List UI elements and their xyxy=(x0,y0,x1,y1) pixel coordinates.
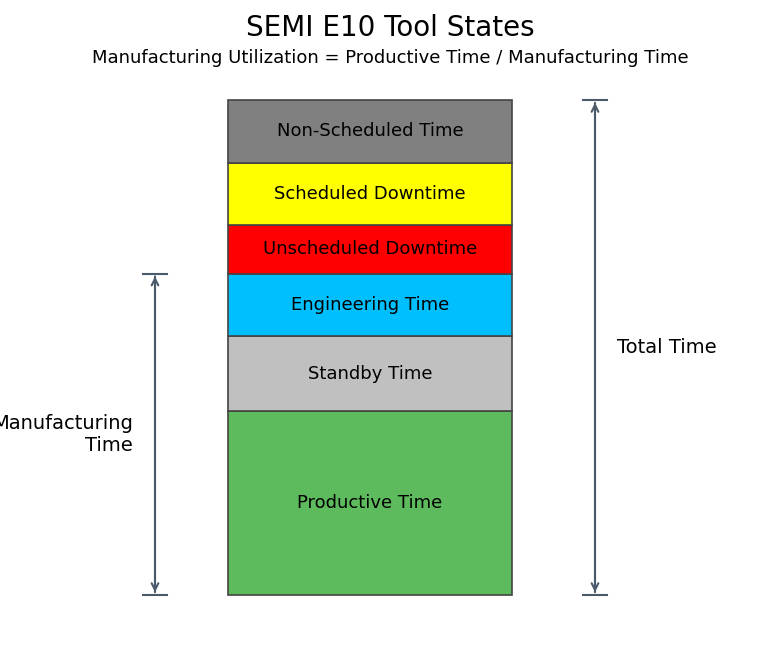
Text: Manufacturing Utilization = Productive Time / Manufacturing Time: Manufacturing Utilization = Productive T… xyxy=(92,49,689,67)
Text: Engineering Time: Engineering Time xyxy=(291,296,449,314)
Text: Manufacturing
Time: Manufacturing Time xyxy=(0,414,133,455)
Text: Productive Time: Productive Time xyxy=(298,494,443,512)
Bar xyxy=(228,411,512,595)
Bar xyxy=(228,336,512,411)
Text: Unscheduled Downtime: Unscheduled Downtime xyxy=(263,241,477,258)
Bar xyxy=(228,163,512,225)
Bar xyxy=(228,273,512,336)
Text: Scheduled Downtime: Scheduled Downtime xyxy=(274,185,465,203)
Bar xyxy=(228,100,512,163)
Bar xyxy=(228,225,512,273)
Text: Total Time: Total Time xyxy=(617,338,717,357)
Text: Standby Time: Standby Time xyxy=(308,365,432,383)
Text: Non-Scheduled Time: Non-Scheduled Time xyxy=(276,123,463,140)
Text: SEMI E10 Tool States: SEMI E10 Tool States xyxy=(246,14,535,42)
